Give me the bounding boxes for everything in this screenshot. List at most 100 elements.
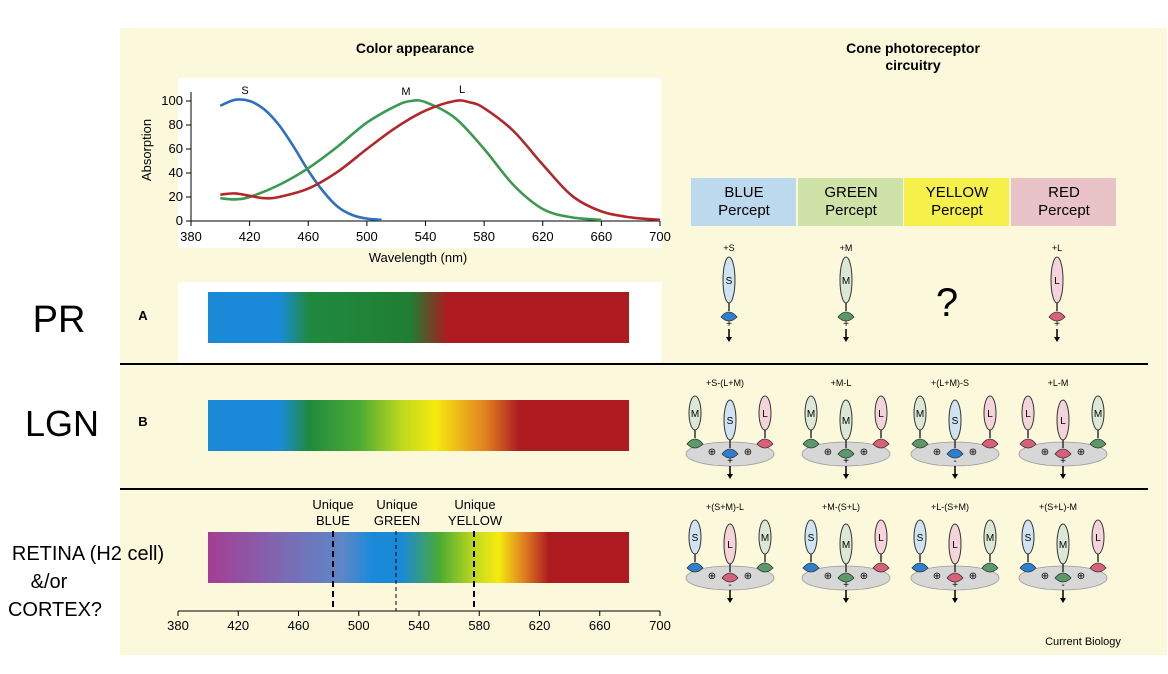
- cone-terminal: [981, 438, 999, 449]
- cone-terminal: [721, 572, 739, 583]
- cortex-row-circuits: +(S+M)-L S L M ⊕ ⊕ - +M-(S+L) S M L ⊕ ⊕ + +L-(S+M) S L M ⊕…: [685, 502, 1108, 603]
- pr-row-circuits: +S S + +M M + +L L +: [720, 243, 1066, 342]
- spectrum-bar-a: [208, 292, 629, 343]
- label-and-or: &/or: [31, 571, 68, 593]
- cone-letter: M: [807, 409, 815, 420]
- percept-box: [1011, 178, 1116, 226]
- synapse-symbol: ⊕: [933, 447, 941, 458]
- percept-line1: RED: [1048, 184, 1080, 201]
- cone-s: S: [720, 256, 738, 322]
- color-appearance-title: Color appearance: [356, 40, 474, 56]
- cone-l: L: [981, 395, 999, 449]
- cone-l: L: [946, 523, 964, 583]
- output-sign: +: [1054, 319, 1060, 330]
- cone-letter: M: [986, 533, 994, 544]
- cone-terminal: [1089, 438, 1107, 449]
- cone-m: M: [981, 519, 999, 573]
- percept-box: [798, 178, 903, 226]
- cone-letter: S: [808, 533, 815, 544]
- cone-letter: M: [842, 416, 850, 427]
- circuit-label: +(S+L)-M: [1039, 502, 1077, 512]
- y-tick-label: 0: [176, 213, 183, 228]
- opponent-circuit: +(L+M)-S M S L ⊕ ⊕ -: [910, 378, 1000, 479]
- synapse-symbol: ⊕: [744, 571, 752, 582]
- circuit-label: +M-(S+L): [822, 502, 860, 512]
- opponent-circuit: +M-(S+L) S M L ⊕ ⊕ +: [801, 502, 891, 603]
- synapse-symbol: ⊕: [824, 571, 832, 582]
- series-label-l: L: [459, 84, 465, 96]
- cone-letter: M: [1094, 409, 1102, 420]
- cone-terminal: [686, 438, 704, 449]
- y-axis-label: Absorption: [139, 119, 154, 181]
- cone-terminal: [946, 572, 964, 583]
- cone-m: M: [911, 395, 929, 449]
- output-sign: +: [952, 580, 958, 591]
- chart-area-background: [178, 78, 662, 248]
- output-arrowhead: [1060, 474, 1066, 479]
- cone-s: S: [721, 399, 739, 459]
- cone-circuitry-title-line2: circuitry: [885, 57, 940, 73]
- journal-credit: Current Biology: [1045, 636, 1121, 648]
- cone-terminal: [756, 562, 774, 573]
- x-tick-label: 500: [356, 229, 378, 244]
- cone-terminal: [1054, 448, 1072, 459]
- pr-circuit-label: +M: [840, 243, 853, 253]
- series-line-m: [220, 99, 602, 222]
- cone-terminal: [686, 562, 704, 573]
- output-arrowhead: [843, 474, 849, 479]
- synapse-symbol: ⊕: [1041, 447, 1049, 458]
- cone-letter: S: [1025, 533, 1032, 544]
- synapse-symbol: ⊕: [860, 571, 868, 582]
- cone-terminal: [872, 562, 890, 573]
- spectrum-bar-c: [208, 532, 629, 583]
- synapse-symbol: ⊕: [744, 447, 752, 458]
- cone-terminal: [1019, 438, 1037, 449]
- cone-terminal: [721, 448, 739, 459]
- cone-l: L: [1048, 256, 1066, 322]
- percept-line1: GREEN: [824, 184, 877, 201]
- opponent-circuit: +L-(S+M) S L M ⊕ ⊕ +: [910, 502, 1000, 603]
- cone-terminal: [911, 562, 929, 573]
- y-tick-label: 20: [169, 189, 183, 204]
- percept-line2: Percept: [931, 202, 984, 219]
- cone-m: M: [1054, 523, 1072, 583]
- cone-l: L: [872, 395, 890, 449]
- x-axis-label: Wavelength (nm): [369, 250, 468, 265]
- cone-terminal: [756, 438, 774, 449]
- output-sign: -: [1061, 580, 1064, 591]
- percept-line1: BLUE: [724, 184, 763, 201]
- cone-letter: L: [952, 540, 958, 551]
- output-sign: +: [843, 319, 849, 330]
- cone-m: M: [837, 399, 855, 459]
- cone-m: M: [1089, 395, 1107, 449]
- cone-letter: M: [691, 409, 699, 420]
- bottom-tick-label: 500: [348, 618, 370, 633]
- pr-circuit-label: +S: [723, 243, 734, 253]
- cone-terminal: [1019, 562, 1037, 573]
- output-arrowhead: [727, 598, 733, 603]
- cone-letter: L: [1060, 416, 1066, 427]
- output-sign: -: [728, 580, 731, 591]
- output-arrowhead: [952, 598, 958, 603]
- circuit-label: +S-(L+M): [706, 378, 744, 388]
- y-tick-label: 60: [169, 141, 183, 156]
- output-sign: +: [1060, 456, 1066, 467]
- cone-s: S: [1019, 519, 1037, 573]
- series-line-l: [220, 99, 661, 222]
- cone-letter: S: [692, 533, 699, 544]
- cone-terminal: [1089, 562, 1107, 573]
- percept-line1: YELLOW: [926, 184, 989, 201]
- x-tick-label: 540: [415, 229, 437, 244]
- opponent-circuit: +L-M L L M ⊕ ⊕ +: [1018, 378, 1108, 479]
- cone-letter: M: [842, 276, 850, 287]
- row-letter-b: B: [138, 414, 147, 429]
- cone-terminal: [720, 311, 738, 322]
- cone-letter: L: [1025, 409, 1031, 420]
- output-arrowhead: [727, 474, 733, 479]
- unique-green-label-bottom: GREEN: [374, 513, 420, 528]
- cone-letter: M: [761, 533, 769, 544]
- cone-letter: L: [987, 409, 993, 420]
